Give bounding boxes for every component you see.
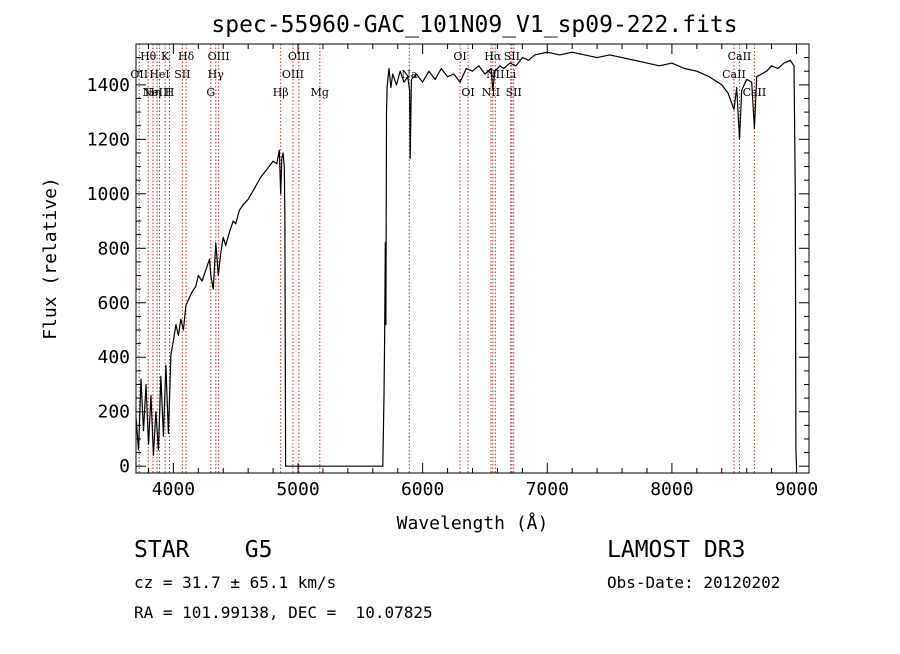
line-label-10: Hγ (208, 68, 225, 81)
line-label-7: SII (174, 68, 190, 81)
line-label-6: H (165, 86, 175, 99)
x-tick-label-6000: 6000 (401, 479, 444, 500)
y-tick-label-1000: 1000 (87, 184, 130, 205)
y-tick-label-200: 200 (97, 402, 130, 423)
line-label-13: OIII (282, 68, 304, 81)
redshift-label: cz = 31.7 ± 65.1 km/s (134, 573, 337, 592)
line-label-11: OIII (208, 50, 230, 63)
series-spectrum (135, 51, 798, 467)
line-label-27: CaII (743, 86, 767, 99)
line-label-17: OI (453, 50, 466, 63)
line-label-0: Hθ (140, 50, 157, 63)
y-tick-label-0: 0 (119, 456, 130, 477)
y-tick-label-1200: 1200 (87, 129, 130, 150)
y-tick-label-800: 800 (97, 238, 130, 259)
line-label-3: NeIII (142, 86, 171, 99)
y-axis-label: Flux (relative) (40, 177, 61, 340)
y-tick-label-1400: 1400 (87, 75, 130, 96)
line-label-1: OII (130, 68, 148, 81)
y-tick-label-600: 600 (97, 293, 130, 314)
object-class-label: STAR G5 (134, 537, 273, 563)
line-label-19: NII (482, 86, 500, 99)
x-tick-label-5000: 5000 (276, 479, 319, 500)
line-label-22: Li (505, 68, 516, 81)
line-label-5: K (161, 50, 170, 63)
line-label-24: SII (506, 86, 522, 99)
plot-frame (135, 43, 810, 474)
line-label-26: CaII (728, 50, 752, 63)
line-label-16: Na (401, 68, 418, 81)
coordinates-label: RA = 101.99138, DEC = 10.07825 (134, 603, 433, 622)
line-label-8: Hδ (178, 50, 195, 63)
survey-label: LAMOST DR3 (607, 537, 746, 563)
line-label-9: G (206, 86, 215, 99)
line-label-20: Hα (484, 50, 502, 63)
x-axis-label: Wavelength (Å) (397, 512, 549, 534)
x-tick-label-4000: 4000 (152, 479, 195, 500)
line-label-18: OI (461, 86, 474, 99)
line-label-2: Hη (145, 86, 161, 99)
line-label-25: CaII (722, 68, 746, 81)
x-tick-label-7000: 7000 (526, 479, 569, 500)
line-label-12: Hβ (273, 86, 289, 99)
line-label-4: HeI (149, 68, 169, 81)
line-label-14: OIII (288, 50, 310, 63)
y-tick-label-400: 400 (97, 347, 130, 368)
line-label-21: NII (486, 68, 504, 81)
line-label-23: SII (504, 50, 520, 63)
x-tick-label-9000: 9000 (775, 479, 818, 500)
chart-title: spec-55960-GAC_101N09_V1_sp09-222.fits (211, 12, 737, 38)
obs-date-label: Obs-Date: 20120202 (607, 573, 781, 592)
x-tick-label-8000: 8000 (650, 479, 693, 500)
line-label-15: Mg (311, 86, 329, 99)
